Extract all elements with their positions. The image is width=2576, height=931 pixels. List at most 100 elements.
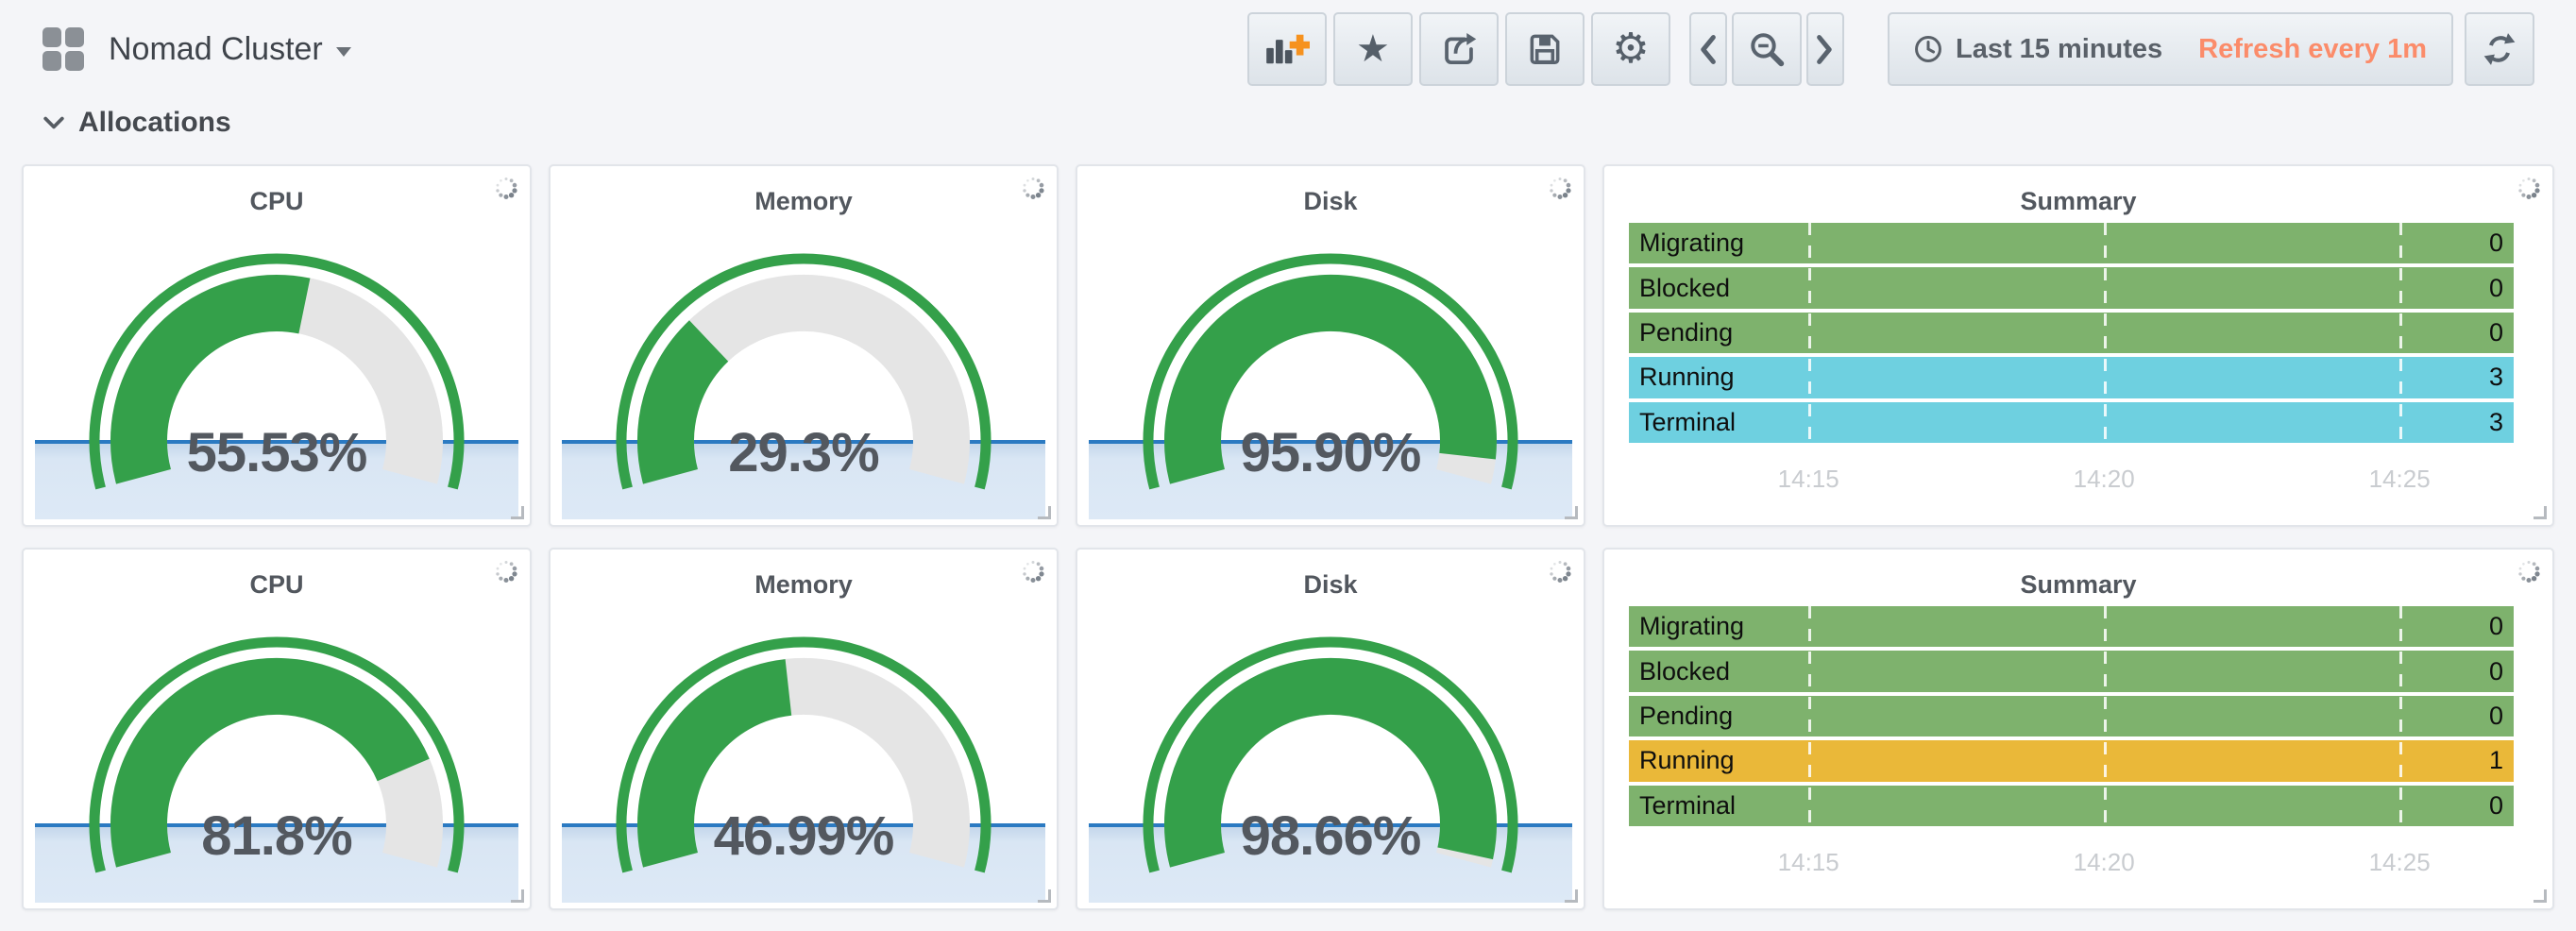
panel-resize-handle[interactable] [511, 889, 524, 903]
refresh-interval-label: Refresh every 1m [2198, 33, 2427, 64]
time-back-button[interactable] [1688, 12, 1727, 86]
panel-memory-gauge: Memory 46.99% [549, 548, 1059, 910]
logo-square [65, 51, 84, 71]
share-icon [1445, 32, 1477, 64]
grafana-logo[interactable] [42, 27, 84, 71]
gauge-chart [89, 636, 465, 873]
grid-line [1808, 223, 1812, 443]
x-axis-tick: 14:20 [2073, 465, 2135, 493]
share-dashboard-button[interactable] [1418, 12, 1499, 86]
gauge-chart [616, 636, 991, 873]
status-row: Migrating 0 [1629, 223, 2514, 264]
status-label: Blocked [1639, 273, 1731, 302]
gauge-chart [616, 253, 991, 490]
time-forward-button[interactable] [1805, 12, 1844, 86]
add-panel-button[interactable] [1246, 12, 1327, 86]
time-picker-button[interactable]: Last 15 minutes Refresh every 1m [1887, 12, 2453, 86]
status-value: 0 [2488, 612, 2503, 641]
loading-spinner-icon [1550, 178, 1571, 199]
panel-resize-handle[interactable] [511, 506, 524, 519]
dashboard-row: CPU 55.53% Memory 29.3% Disk 95.90% Summary Mig… [22, 164, 2554, 527]
status-value: 0 [2488, 702, 2503, 731]
x-axis-tick: 14:15 [1777, 848, 1839, 876]
dashboard-row: CPU 81.8% Memory 46.99% Disk 98.66% Summary Mig… [22, 548, 2554, 910]
dashboard-title-button[interactable]: Nomad Cluster [109, 31, 351, 68]
status-value: 0 [2488, 790, 2503, 820]
chevron-left-icon [1701, 34, 1717, 64]
panel-resize-handle[interactable] [1038, 889, 1051, 903]
gear-icon: ⚙ [1612, 25, 1650, 72]
panel-title[interactable]: Disk [1303, 187, 1358, 215]
loading-spinner-icon [1550, 561, 1571, 583]
clock-icon [1915, 36, 1941, 62]
status-chart: Migrating 0 Blocked 0 Pending 0 Running 1 Termin… [1629, 606, 2514, 827]
status-label: Terminal [1639, 790, 1737, 820]
status-label: Running [1639, 363, 1735, 392]
panel-resize-handle[interactable] [2534, 889, 2547, 903]
navbar-actions: ★ ⚙ [1246, 12, 2534, 86]
status-label: Migrating [1639, 229, 1745, 258]
refresh-button[interactable] [2465, 12, 2534, 86]
gauge-value: 95.90% [1240, 422, 1422, 483]
panel-title[interactable]: Disk [1303, 570, 1358, 599]
status-value: 0 [2488, 656, 2503, 686]
loading-spinner-icon [496, 561, 517, 583]
grid-line [2399, 606, 2403, 826]
loading-spinner-icon [2518, 178, 2540, 199]
x-axis: 14:15 14:20 14:25 [1629, 465, 2514, 495]
panel-title[interactable]: Memory [754, 570, 853, 599]
navbar: Nomad Cluster ★ [0, 0, 2576, 98]
panel-resize-handle[interactable] [1038, 506, 1051, 519]
gauge-chart [1143, 636, 1518, 873]
panel-title[interactable]: Summary [2020, 187, 2137, 215]
x-axis-tick: 14:20 [2073, 848, 2135, 876]
status-label: Migrating [1639, 612, 1745, 641]
status-row: Pending 0 [1629, 695, 2514, 737]
status-label: Terminal [1639, 407, 1737, 436]
x-axis-tick: 14:25 [2368, 465, 2431, 493]
save-dashboard-button[interactable] [1504, 12, 1585, 86]
logo-square [65, 27, 84, 47]
status-row: Pending 0 [1629, 312, 2514, 354]
status-label: Running [1639, 746, 1735, 775]
status-value: 0 [2488, 229, 2503, 258]
panel-resize-handle[interactable] [2534, 506, 2547, 519]
gauge-chart [89, 253, 465, 490]
dashboard-title: Nomad Cluster [109, 30, 323, 67]
loading-spinner-icon [1023, 561, 1044, 583]
time-nav-group [1688, 12, 1844, 86]
star-dashboard-button[interactable]: ★ [1332, 12, 1413, 86]
gauge-value: 81.8% [201, 805, 352, 867]
row-title: Allocations [78, 107, 231, 138]
row-header-allocations[interactable]: Allocations [0, 98, 2576, 147]
status-row: Migrating 0 [1629, 606, 2514, 648]
status-value: 3 [2488, 407, 2503, 436]
status-row: Running 3 [1629, 357, 2514, 398]
chevron-down-icon [43, 116, 64, 129]
gauge-value: 46.99% [713, 805, 895, 867]
status-label: Pending [1639, 702, 1734, 731]
panel-title[interactable]: CPU [249, 570, 304, 599]
gauge-value: 98.66% [1240, 805, 1422, 867]
grid-line [1808, 606, 1812, 826]
caret-down-icon [335, 46, 351, 57]
status-chart: Migrating 0 Blocked 0 Pending 0 Running 3 Termin… [1629, 223, 2514, 444]
panel-cpu-gauge: CPU 55.53% [22, 164, 532, 527]
panel-resize-handle[interactable] [1565, 506, 1578, 519]
panel-title[interactable]: Summary [2020, 570, 2137, 599]
panel-title[interactable]: Memory [754, 187, 853, 215]
refresh-icon [2483, 33, 2516, 65]
logo-square [42, 27, 61, 47]
add-panel-icon [1266, 34, 1310, 64]
x-axis: 14:15 14:20 14:25 [1629, 848, 2514, 878]
save-icon [1530, 34, 1560, 65]
gauge-value: 29.3% [728, 422, 879, 483]
panel-resize-handle[interactable] [1565, 889, 1578, 903]
zoom-out-button[interactable] [1731, 12, 1802, 86]
gauge-chart [1143, 253, 1518, 490]
zoom-out-icon [1751, 33, 1785, 67]
x-axis-tick: 14:15 [1777, 465, 1839, 493]
status-row: Terminal 3 [1629, 401, 2514, 444]
dashboard-settings-button[interactable]: ⚙ [1590, 12, 1670, 86]
panel-title[interactable]: CPU [249, 187, 304, 215]
